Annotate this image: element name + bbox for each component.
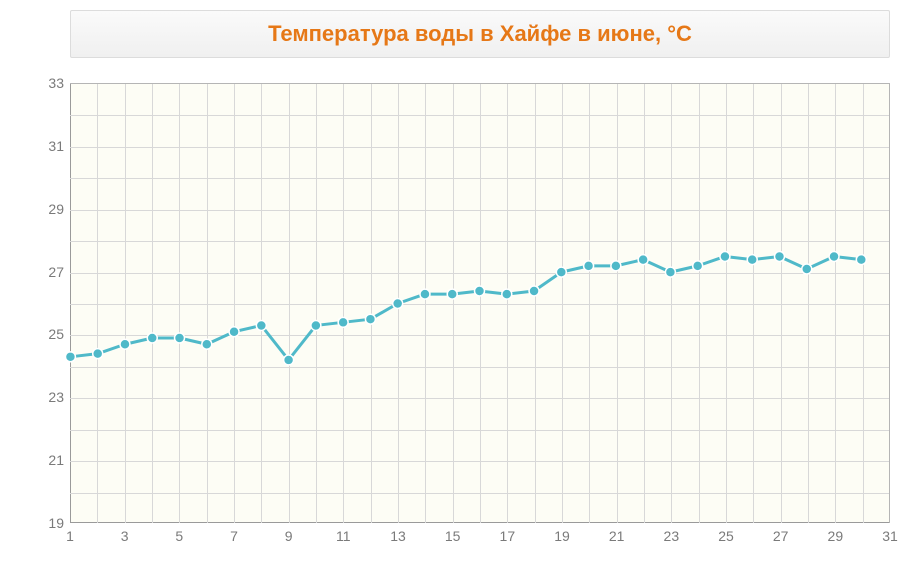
series-marker — [420, 289, 430, 299]
series-marker — [720, 251, 730, 261]
x-tick-label: 25 — [718, 528, 734, 544]
y-tick-label: 23 — [48, 389, 64, 405]
series-marker — [829, 251, 839, 261]
series-marker — [556, 267, 566, 277]
chart-title-bar: Температура воды в Хайфе в июне, °C — [70, 10, 890, 58]
series-marker — [584, 261, 594, 271]
y-tick-label: 31 — [48, 138, 64, 154]
x-tick-label: 11 — [336, 528, 351, 544]
x-tick-label: 9 — [285, 528, 293, 544]
y-tick-label: 19 — [48, 515, 64, 531]
x-tick-label: 13 — [390, 528, 406, 544]
chart-title: Температура воды в Хайфе в июне, °C — [268, 21, 692, 46]
x-tick-label: 19 — [554, 528, 570, 544]
x-tick-label: 31 — [882, 528, 898, 544]
series-marker — [774, 251, 784, 261]
series-marker — [529, 286, 539, 296]
y-tick-label: 33 — [48, 75, 64, 91]
series-marker — [665, 267, 675, 277]
series-marker — [611, 261, 621, 271]
y-tick-label: 29 — [48, 201, 64, 217]
series-marker — [856, 255, 866, 265]
series-marker — [202, 339, 212, 349]
series-marker — [175, 333, 185, 343]
x-axis: 135791113151719212325272931 — [70, 528, 890, 558]
line-series — [70, 84, 889, 523]
series-marker — [393, 299, 403, 309]
x-tick-label: 7 — [230, 528, 238, 544]
series-marker — [311, 320, 321, 330]
series-marker — [256, 320, 266, 330]
x-tick-label: 1 — [66, 528, 74, 544]
series-marker — [475, 286, 485, 296]
y-tick-label: 27 — [48, 264, 64, 280]
series-marker — [802, 264, 812, 274]
series-marker — [447, 289, 457, 299]
x-tick-label: 21 — [609, 528, 625, 544]
x-tick-label: 29 — [828, 528, 844, 544]
series-marker — [229, 327, 239, 337]
series-marker — [338, 317, 348, 327]
chart-container: 1921232527293133 13579111315171921232527… — [30, 83, 900, 563]
x-tick-label: 23 — [664, 528, 680, 544]
series-marker — [93, 349, 103, 359]
series-marker — [693, 261, 703, 271]
series-marker — [65, 352, 75, 362]
series-marker — [365, 314, 375, 324]
x-tick-label: 27 — [773, 528, 789, 544]
x-tick-label: 3 — [121, 528, 129, 544]
y-tick-label: 21 — [48, 452, 64, 468]
series-marker — [120, 339, 130, 349]
series-marker — [502, 289, 512, 299]
x-tick-label: 5 — [175, 528, 183, 544]
y-tick-label: 25 — [48, 326, 64, 342]
x-tick-label: 17 — [500, 528, 516, 544]
series-marker — [747, 255, 757, 265]
series-line — [70, 256, 861, 359]
series-marker — [284, 355, 294, 365]
series-marker — [147, 333, 157, 343]
plot-area — [70, 83, 890, 523]
y-axis: 1921232527293133 — [30, 83, 70, 523]
series-marker — [638, 255, 648, 265]
x-tick-label: 15 — [445, 528, 461, 544]
